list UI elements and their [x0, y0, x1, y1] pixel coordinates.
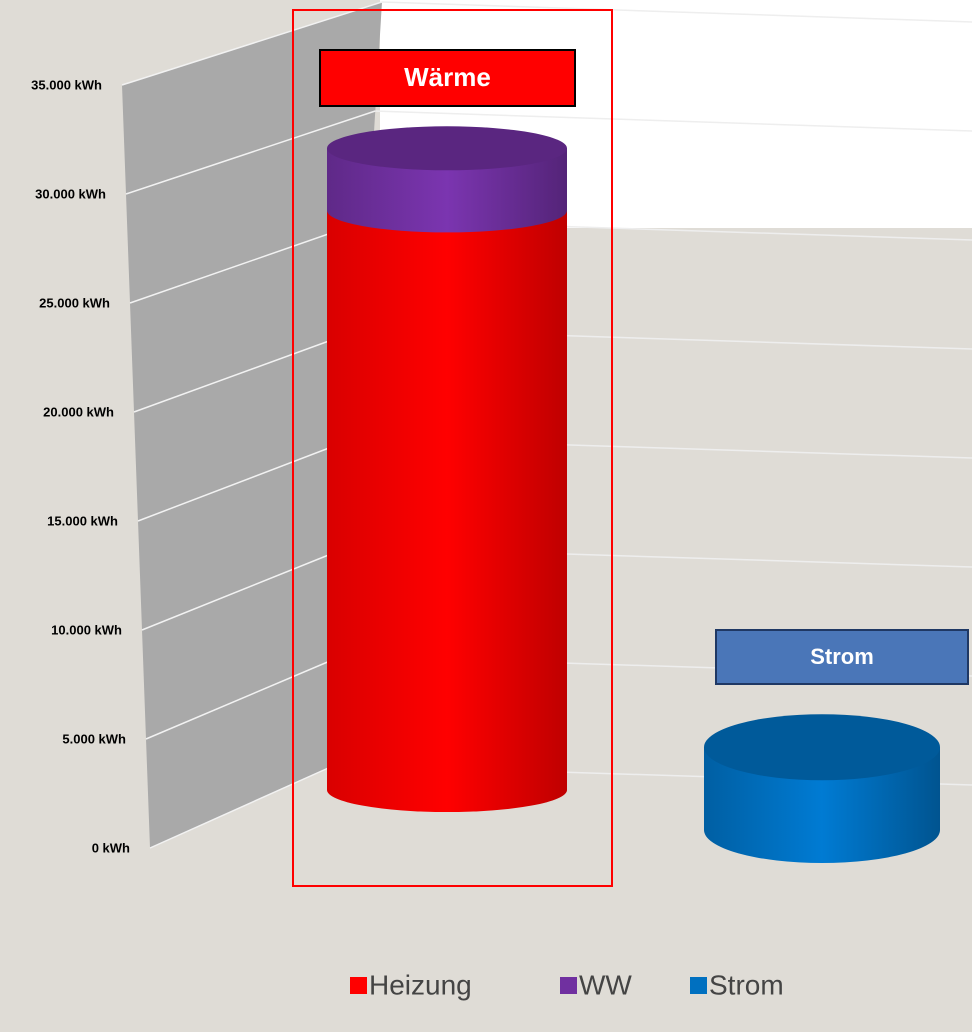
bar [327, 210, 567, 812]
y-tick-label: 20.000 kWh [43, 404, 114, 419]
y-tick-label: 35.000 kWh [31, 77, 102, 92]
legend-swatch [560, 977, 577, 994]
grid-line [381, 1, 972, 23]
y-tick-label: 0 kWh [92, 840, 130, 855]
bar [327, 148, 567, 233]
y-tick-label: 30.000 kWh [35, 186, 106, 201]
bars: Wärme Strom [319, 49, 969, 863]
y-tick-label: 15.000 kWh [47, 513, 118, 528]
bar-top [327, 126, 567, 171]
grid-line [133, 328, 363, 413]
legend-swatch [350, 977, 367, 994]
grid-line [125, 110, 376, 195]
category-label: Wärme [404, 62, 491, 92]
y-tick-label: 5.000 kWh [62, 731, 126, 746]
bar-top [704, 714, 940, 781]
grid-line [121, 1, 383, 86]
legend-label: Strom [709, 969, 784, 1000]
highlight-frame [292, 9, 613, 887]
category-box [319, 49, 576, 107]
legend-swatch [690, 977, 707, 994]
legend: Heizung WW Strom [350, 969, 784, 1000]
category-box [715, 629, 969, 685]
grid-line [149, 764, 336, 849]
grid-line [137, 437, 356, 522]
category-label: Strom [810, 644, 874, 669]
legend-label: WW [579, 969, 632, 1000]
y-tick-label: 25.000 kWh [39, 295, 110, 310]
grid-line [375, 110, 972, 132]
grid-line [141, 546, 349, 631]
legend-label: Heizung [369, 969, 472, 1000]
bar [704, 747, 940, 863]
y-tick-label: 10.000 kWh [51, 622, 122, 637]
back-wall [122, 2, 382, 848]
grid-line [145, 655, 343, 740]
